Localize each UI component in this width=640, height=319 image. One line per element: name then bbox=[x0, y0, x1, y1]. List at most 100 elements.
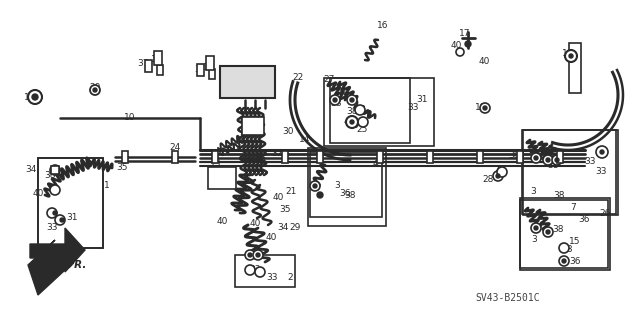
Text: 33: 33 bbox=[584, 158, 596, 167]
Text: 38: 38 bbox=[330, 100, 342, 108]
Circle shape bbox=[552, 155, 562, 165]
Text: 42: 42 bbox=[494, 167, 506, 176]
Circle shape bbox=[355, 105, 365, 115]
Text: 20: 20 bbox=[212, 181, 224, 189]
Circle shape bbox=[600, 150, 604, 154]
Circle shape bbox=[562, 259, 566, 263]
Text: 31: 31 bbox=[67, 212, 77, 221]
Text: 24: 24 bbox=[170, 144, 180, 152]
Text: 41: 41 bbox=[256, 157, 268, 166]
Text: 40: 40 bbox=[216, 217, 228, 226]
Text: 16: 16 bbox=[377, 20, 388, 29]
Text: 3: 3 bbox=[334, 182, 340, 190]
Text: 38: 38 bbox=[553, 190, 564, 199]
Circle shape bbox=[534, 226, 538, 230]
Text: 40: 40 bbox=[266, 233, 276, 241]
Text: 19: 19 bbox=[151, 56, 163, 64]
Polygon shape bbox=[30, 228, 85, 272]
Bar bbox=[157, 65, 163, 75]
Text: 36: 36 bbox=[579, 216, 589, 225]
Text: 28: 28 bbox=[483, 175, 493, 184]
Bar bbox=[308, 148, 386, 226]
Bar bbox=[377, 151, 383, 163]
Text: 3: 3 bbox=[531, 235, 537, 244]
Text: 40: 40 bbox=[32, 189, 44, 197]
Text: 13: 13 bbox=[211, 159, 221, 167]
Circle shape bbox=[93, 88, 97, 92]
Circle shape bbox=[245, 265, 255, 275]
Text: 37: 37 bbox=[195, 64, 205, 73]
Text: 6: 6 bbox=[570, 66, 576, 76]
Bar bbox=[206, 56, 214, 70]
Text: 38: 38 bbox=[508, 151, 520, 160]
Text: 29: 29 bbox=[289, 224, 301, 233]
Text: SV43-B2501C: SV43-B2501C bbox=[475, 293, 540, 303]
Text: 31: 31 bbox=[595, 147, 607, 157]
Text: 38: 38 bbox=[346, 108, 358, 116]
Circle shape bbox=[534, 156, 538, 160]
Polygon shape bbox=[28, 240, 72, 295]
Circle shape bbox=[531, 223, 541, 233]
Circle shape bbox=[55, 215, 65, 225]
Circle shape bbox=[559, 256, 569, 266]
Bar bbox=[172, 151, 178, 163]
Circle shape bbox=[493, 171, 503, 181]
Circle shape bbox=[32, 94, 38, 100]
Bar bbox=[51, 166, 59, 174]
Bar bbox=[209, 69, 215, 79]
Circle shape bbox=[313, 184, 317, 188]
Text: 40: 40 bbox=[272, 194, 284, 203]
Circle shape bbox=[53, 211, 57, 215]
Text: 38: 38 bbox=[561, 244, 573, 254]
Text: 23: 23 bbox=[247, 120, 259, 129]
Text: 33: 33 bbox=[407, 103, 419, 113]
Text: 33: 33 bbox=[249, 265, 260, 275]
Circle shape bbox=[347, 95, 357, 105]
Text: 9: 9 bbox=[255, 152, 261, 161]
Circle shape bbox=[253, 250, 263, 260]
Text: 38: 38 bbox=[344, 191, 356, 201]
Text: 33: 33 bbox=[46, 224, 58, 233]
Text: 38: 38 bbox=[44, 170, 56, 180]
Circle shape bbox=[50, 185, 60, 195]
Text: 36: 36 bbox=[569, 256, 580, 265]
Text: 20: 20 bbox=[90, 84, 100, 93]
Text: 1: 1 bbox=[104, 181, 110, 189]
Text: 38: 38 bbox=[552, 225, 564, 234]
Text: 4: 4 bbox=[372, 159, 378, 167]
Circle shape bbox=[456, 48, 464, 56]
Circle shape bbox=[90, 85, 100, 95]
Circle shape bbox=[256, 253, 260, 257]
Text: 34: 34 bbox=[26, 166, 36, 174]
Text: 38: 38 bbox=[547, 160, 559, 169]
Circle shape bbox=[310, 181, 320, 191]
Bar bbox=[317, 151, 323, 163]
Bar bbox=[520, 200, 608, 268]
Circle shape bbox=[255, 267, 265, 277]
Bar bbox=[427, 151, 433, 163]
Bar bbox=[569, 43, 581, 93]
Bar bbox=[38, 158, 103, 248]
Circle shape bbox=[546, 158, 550, 162]
Text: 40: 40 bbox=[250, 219, 260, 227]
Text: 42: 42 bbox=[344, 116, 355, 125]
Text: 19: 19 bbox=[204, 63, 215, 71]
Text: FR.: FR. bbox=[68, 260, 88, 270]
Circle shape bbox=[346, 116, 358, 128]
Circle shape bbox=[333, 98, 337, 102]
Text: 26: 26 bbox=[599, 209, 611, 218]
Circle shape bbox=[480, 103, 490, 113]
Bar bbox=[242, 117, 264, 135]
Bar bbox=[557, 151, 563, 163]
Bar bbox=[212, 151, 218, 163]
Circle shape bbox=[47, 208, 57, 218]
Circle shape bbox=[358, 117, 368, 127]
Text: 25: 25 bbox=[356, 124, 368, 133]
Circle shape bbox=[317, 192, 323, 198]
Bar bbox=[324, 78, 434, 146]
Bar bbox=[220, 66, 275, 98]
Circle shape bbox=[350, 98, 354, 102]
Bar bbox=[196, 64, 204, 76]
Text: 36: 36 bbox=[339, 189, 351, 197]
Bar bbox=[145, 60, 152, 72]
